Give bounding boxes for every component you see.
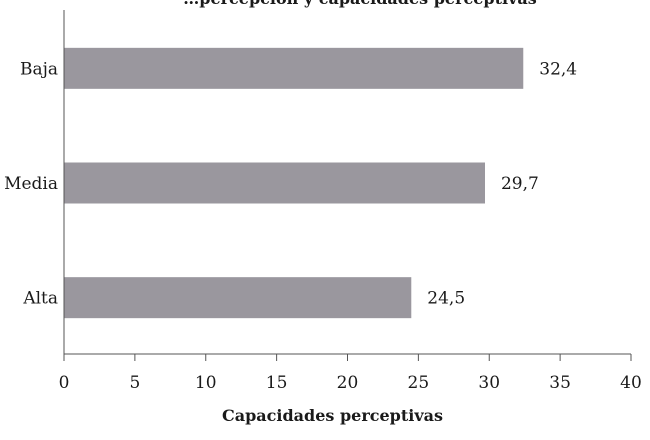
bars-group <box>64 47 524 319</box>
x-tick-label: 25 <box>408 373 430 393</box>
chart-title-partial: …percepción y capacidades perceptivas <box>183 0 537 8</box>
data-label-alta: 24,5 <box>427 289 465 309</box>
x-axis-ticks: 0 5 10 15 20 25 30 35 40 <box>59 354 642 393</box>
bar-media <box>64 162 485 204</box>
x-tick-label: 15 <box>266 373 288 393</box>
category-label-alta: Alta <box>22 289 58 309</box>
category-labels: Baja Media Alta <box>4 59 58 308</box>
category-label-media: Media <box>4 174 58 194</box>
data-label-media: 29,7 <box>501 174 539 194</box>
data-labels: 32,4 29,7 24,5 <box>427 59 577 308</box>
x-axis-title: Capacidades perceptivas <box>222 406 443 425</box>
x-tick-label: 20 <box>337 373 359 393</box>
data-label-baja: 32,4 <box>539 59 577 79</box>
x-tick-label: 35 <box>549 373 571 393</box>
x-tick-label: 30 <box>478 373 500 393</box>
x-tick-label: 40 <box>620 373 642 393</box>
x-tick-label: 0 <box>59 373 70 393</box>
x-tick-label: 10 <box>195 373 217 393</box>
bar-baja <box>64 47 524 89</box>
x-tick-label: 5 <box>129 373 140 393</box>
bar-alta <box>64 277 412 319</box>
category-label-baja: Baja <box>20 59 58 79</box>
